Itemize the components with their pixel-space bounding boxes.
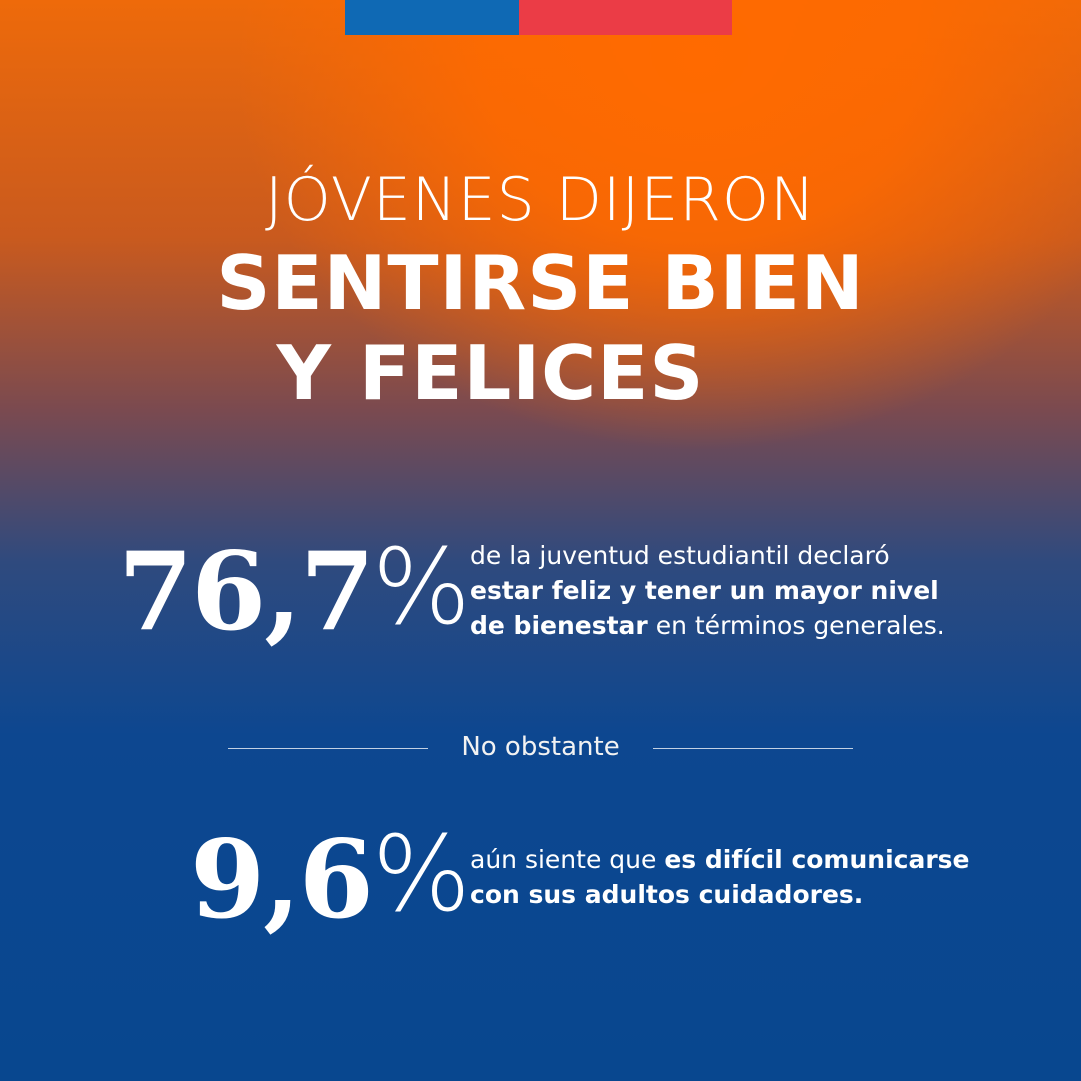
stat-2-percent-sign: % — [372, 813, 471, 935]
stat-2-lead: aún siente que — [470, 845, 665, 874]
stat-1-description: de la juventud estudiantil declaró estar… — [470, 538, 945, 643]
flag-red-segment — [519, 0, 732, 35]
divider-label: No obstante — [461, 732, 620, 762]
stat-1-tail: en términos generales. — [647, 611, 945, 640]
stat-1-line-3: de bienestar en términos generales. — [470, 608, 945, 643]
stat-1-line-1: de la juventud estudiantil declaró — [470, 541, 890, 570]
stat-2-bold-1: es difícil comunicarse — [664, 845, 970, 874]
stat-1-bold-1: estar feliz y tener un mayor nivel — [470, 576, 939, 605]
divider-line-left — [228, 748, 428, 749]
divider-line-right — [653, 748, 853, 749]
stat-1-number: 76,7 — [118, 529, 375, 655]
title-line-2: SENTIRSE BIEN — [216, 239, 865, 327]
stat-2-line-2: con sus adultos cuidadores. — [470, 877, 970, 912]
stat-2-number: 9,6 — [190, 817, 374, 943]
flag-blue-segment — [345, 0, 519, 35]
stat-1-line-2: estar feliz y tener un mayor nivel — [470, 573, 945, 608]
stat-1-bold-2: de bienestar — [470, 611, 648, 640]
title-line-3: Y FELICES — [276, 329, 705, 417]
stat-1-percent-sign: % — [372, 526, 471, 648]
title-line-1: JÓVENES DIJERON — [264, 165, 817, 235]
flag-bar — [345, 0, 732, 35]
stat-2-description: aún siente que es difícil comunicarse co… — [470, 842, 970, 912]
stat-2-bold-2: con sus adultos cuidadores. — [470, 880, 864, 909]
stat-2-line-1: aún siente que es difícil comunicarse — [470, 842, 970, 877]
